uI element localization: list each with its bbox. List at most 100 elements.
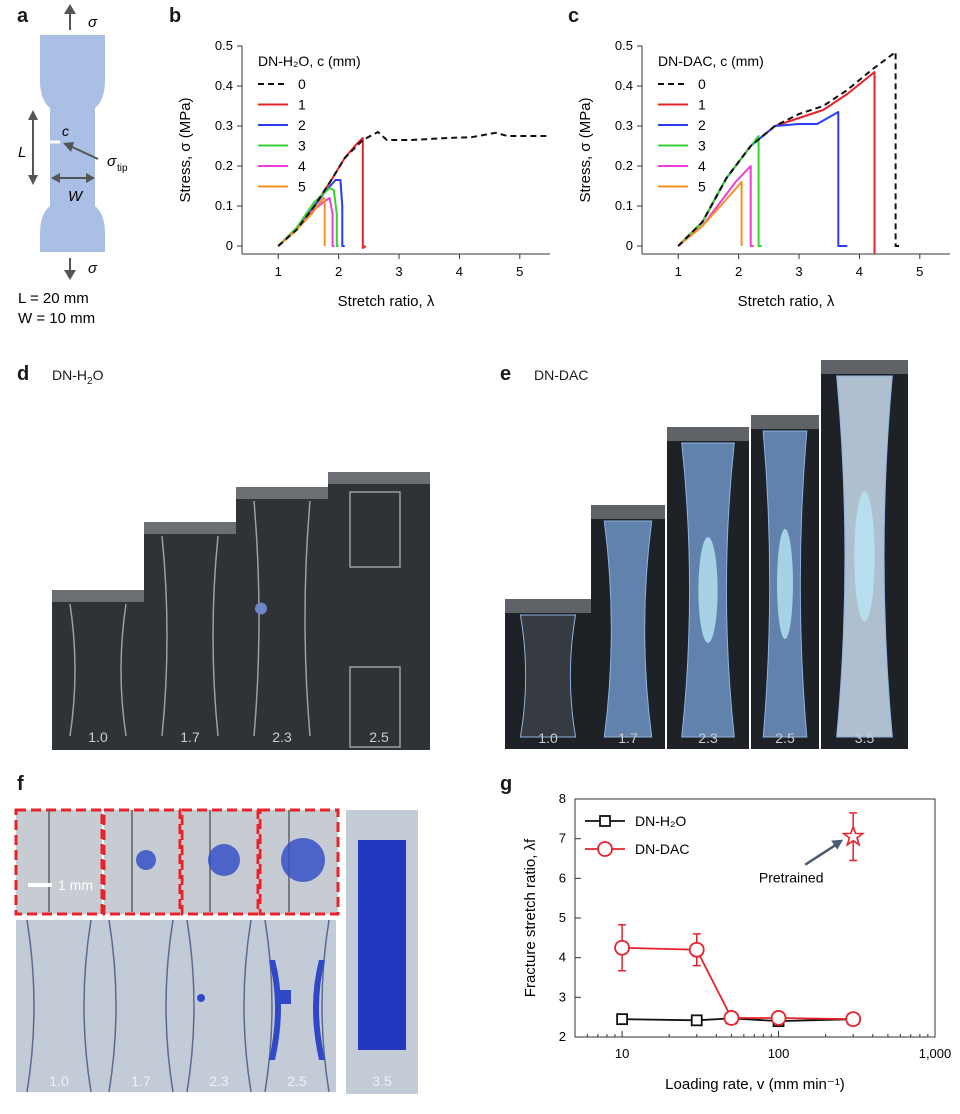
y-tick-label: 2 bbox=[559, 1029, 566, 1044]
crack-length-label: c bbox=[62, 123, 69, 139]
series-line-1 bbox=[277, 137, 367, 249]
specimen-background bbox=[102, 920, 180, 1092]
y-axis-label: Stress, σ (MPa) bbox=[577, 97, 594, 202]
dimension-L: L = 20 mm bbox=[18, 290, 89, 307]
legend-label: DN-DAC bbox=[635, 841, 689, 857]
annotation-arrowhead bbox=[831, 839, 844, 850]
photo-sequence-dyed: 1 mm 1.0 1.7 2.3 2.5 3.5 bbox=[14, 808, 418, 1094]
y-tick-label: 0.4 bbox=[615, 78, 633, 93]
data-point-circle bbox=[597, 841, 613, 857]
y-tick-label: 8 bbox=[559, 791, 566, 806]
stress-whitening bbox=[777, 528, 793, 640]
legend-label: 1 bbox=[698, 97, 706, 113]
data-point-circle bbox=[688, 941, 705, 958]
crack-tip-blue bbox=[255, 602, 267, 615]
photo-frame-d: 2.5 bbox=[328, 472, 430, 750]
photo-frame-d: 1.0 bbox=[52, 590, 144, 750]
broken-upper-half bbox=[349, 491, 401, 568]
specimen-edges bbox=[253, 500, 311, 737]
stretch-label: 2.3 bbox=[272, 729, 292, 745]
x-tick-label: 2 bbox=[335, 264, 342, 279]
panel-d-title: DN-H2O bbox=[52, 367, 104, 387]
legend-label: 3 bbox=[298, 138, 306, 154]
y-tick-label: 0.3 bbox=[215, 118, 233, 133]
data-point-square bbox=[599, 815, 611, 827]
specimen-background bbox=[16, 920, 102, 1092]
legend-label: 5 bbox=[698, 179, 706, 195]
legend-label: DN-H₂O bbox=[635, 813, 686, 829]
photo-frame-e: 2.3 bbox=[667, 427, 749, 749]
x-tick-label: 1,000 bbox=[919, 1046, 952, 1061]
specimen-background bbox=[258, 920, 336, 1092]
scale-bar-label: 1 mm bbox=[58, 877, 93, 893]
panel-label-a: a bbox=[17, 5, 29, 27]
legend-label: 1 bbox=[298, 97, 306, 113]
x-tick-label: 10 bbox=[615, 1046, 629, 1061]
y-tick-label: 0.1 bbox=[615, 198, 633, 213]
broken-lower-half bbox=[349, 666, 401, 748]
y-tick-label: 0.2 bbox=[215, 158, 233, 173]
chart-c-stress-stretch-dac: 1 2 3 4 5 0 0.1 0.2 0.3 0.4 0.5 Stretch ratio, λ Str… bbox=[577, 38, 950, 310]
closeup-dashed-border bbox=[102, 808, 182, 916]
x-axis-label: Loading rate, v (mm min⁻¹) bbox=[665, 1076, 845, 1093]
bottom-arrowhead bbox=[64, 270, 76, 280]
stretch-label: 2.5 bbox=[287, 1073, 307, 1089]
y-tick-label: 3 bbox=[559, 989, 566, 1004]
closeup-background bbox=[16, 810, 102, 914]
stretch-label: 3.5 bbox=[855, 730, 875, 746]
y-tick-label: 0.5 bbox=[615, 38, 633, 53]
data-point-star bbox=[841, 824, 866, 847]
clamp-top bbox=[751, 415, 819, 429]
y-tick-label: 0.1 bbox=[215, 198, 233, 213]
stress-whitening bbox=[698, 537, 718, 643]
clamp-top bbox=[821, 360, 908, 374]
closeup-dashed-border bbox=[180, 808, 260, 916]
series-line-1 bbox=[677, 71, 876, 254]
plot-frame bbox=[574, 798, 936, 1038]
panel-label-c: c bbox=[568, 5, 580, 27]
y-axis-label: Stress, σ (MPa) bbox=[177, 97, 194, 202]
photo-background bbox=[236, 487, 328, 750]
width-label: W bbox=[68, 188, 84, 205]
specimen-edges bbox=[161, 535, 219, 737]
series-line-5 bbox=[677, 181, 743, 247]
y-tick-label: 0 bbox=[626, 238, 633, 253]
panel-label-f: f bbox=[17, 773, 24, 795]
x-tick-label: 3 bbox=[795, 264, 802, 279]
specimen-edges bbox=[26, 919, 92, 1093]
x-tick-label: 5 bbox=[916, 264, 923, 279]
photo-frame-e: 2.5 bbox=[751, 415, 819, 749]
dyed-specimen: 2.5 bbox=[258, 919, 336, 1093]
y-tick-label: 0.4 bbox=[215, 78, 233, 93]
stretch-label: 1.7 bbox=[131, 1073, 151, 1089]
photo-sequence-dn-dac: 1.0 1.7 2.3 2.5 3.5 bbox=[505, 360, 908, 749]
legend-label: 2 bbox=[298, 117, 306, 133]
legend-label: 4 bbox=[298, 158, 306, 174]
clamp-top bbox=[591, 505, 665, 519]
photo-background bbox=[52, 590, 144, 750]
dye-spot bbox=[136, 850, 156, 870]
y-axis-label: Fracture stretch ratio, λf bbox=[522, 838, 539, 997]
length-label: L bbox=[18, 144, 26, 161]
data-point-square bbox=[616, 1013, 628, 1026]
dye-dot bbox=[197, 994, 205, 1002]
specimen-background bbox=[180, 920, 258, 1092]
y-tick-label: 0.2 bbox=[615, 158, 633, 173]
photo-frame-e: 1.0 bbox=[505, 599, 591, 749]
annotation-pretrained: Pretrained bbox=[759, 870, 824, 886]
clamp-top bbox=[505, 599, 591, 613]
stretch-label: 1.0 bbox=[88, 729, 108, 745]
stress-whitening bbox=[854, 491, 875, 622]
closeup-dashed-border bbox=[14, 808, 104, 916]
crack-closeup bbox=[14, 808, 104, 916]
series-line-0 bbox=[677, 51, 902, 247]
x-tick-label: 100 bbox=[768, 1046, 790, 1061]
series-circle bbox=[614, 923, 862, 1028]
series-line bbox=[622, 946, 854, 1021]
x-tick-label: 4 bbox=[456, 264, 463, 279]
closeup-dashed-border bbox=[258, 808, 340, 916]
data-point-circle bbox=[845, 1011, 862, 1028]
sigma-bottom: σ bbox=[88, 260, 98, 277]
y-tick-label: 4 bbox=[559, 950, 566, 965]
crack-closeup bbox=[258, 808, 340, 916]
